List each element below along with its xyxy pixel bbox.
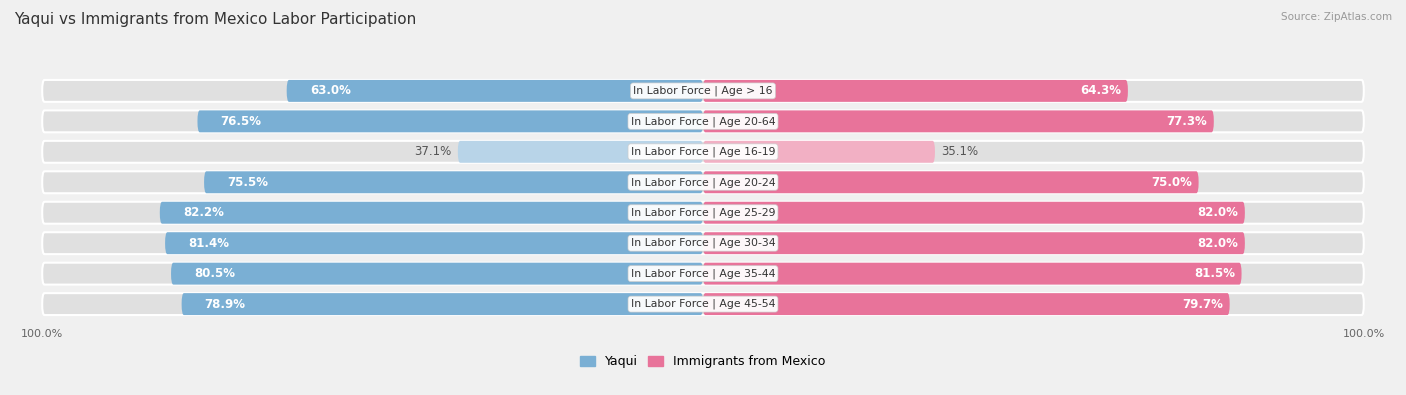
FancyBboxPatch shape bbox=[197, 110, 703, 132]
FancyBboxPatch shape bbox=[165, 232, 703, 254]
FancyBboxPatch shape bbox=[42, 293, 1364, 315]
FancyBboxPatch shape bbox=[703, 202, 1244, 224]
FancyBboxPatch shape bbox=[703, 232, 1244, 254]
Text: In Labor Force | Age 20-24: In Labor Force | Age 20-24 bbox=[631, 177, 775, 188]
Text: 80.5%: 80.5% bbox=[194, 267, 235, 280]
Text: In Labor Force | Age 30-34: In Labor Force | Age 30-34 bbox=[631, 238, 775, 248]
FancyBboxPatch shape bbox=[703, 141, 935, 163]
Text: 76.5%: 76.5% bbox=[221, 115, 262, 128]
Text: 82.0%: 82.0% bbox=[1198, 237, 1239, 250]
Text: 81.5%: 81.5% bbox=[1194, 267, 1234, 280]
Text: 63.0%: 63.0% bbox=[309, 85, 350, 98]
FancyBboxPatch shape bbox=[181, 293, 703, 315]
Text: 64.3%: 64.3% bbox=[1080, 85, 1122, 98]
Text: 35.1%: 35.1% bbox=[942, 145, 979, 158]
FancyBboxPatch shape bbox=[42, 110, 1364, 132]
Text: 82.0%: 82.0% bbox=[1198, 206, 1239, 219]
Text: 75.5%: 75.5% bbox=[228, 176, 269, 189]
FancyBboxPatch shape bbox=[42, 171, 1364, 193]
FancyBboxPatch shape bbox=[42, 141, 1364, 163]
Text: In Labor Force | Age 16-19: In Labor Force | Age 16-19 bbox=[631, 147, 775, 157]
Text: In Labor Force | Age 25-29: In Labor Force | Age 25-29 bbox=[631, 207, 775, 218]
Text: 75.0%: 75.0% bbox=[1152, 176, 1192, 189]
FancyBboxPatch shape bbox=[458, 141, 703, 163]
Text: Source: ZipAtlas.com: Source: ZipAtlas.com bbox=[1281, 12, 1392, 22]
Text: 77.3%: 77.3% bbox=[1167, 115, 1208, 128]
Legend: Yaqui, Immigrants from Mexico: Yaqui, Immigrants from Mexico bbox=[575, 350, 831, 373]
Text: 79.7%: 79.7% bbox=[1182, 297, 1223, 310]
Text: 81.4%: 81.4% bbox=[188, 237, 229, 250]
FancyBboxPatch shape bbox=[42, 80, 1364, 102]
FancyBboxPatch shape bbox=[42, 232, 1364, 254]
FancyBboxPatch shape bbox=[204, 171, 703, 193]
FancyBboxPatch shape bbox=[42, 202, 1364, 224]
Text: In Labor Force | Age 35-44: In Labor Force | Age 35-44 bbox=[631, 268, 775, 279]
Text: Yaqui vs Immigrants from Mexico Labor Participation: Yaqui vs Immigrants from Mexico Labor Pa… bbox=[14, 12, 416, 27]
Text: In Labor Force | Age > 16: In Labor Force | Age > 16 bbox=[633, 86, 773, 96]
FancyBboxPatch shape bbox=[287, 80, 703, 102]
FancyBboxPatch shape bbox=[703, 293, 1230, 315]
FancyBboxPatch shape bbox=[172, 263, 703, 285]
FancyBboxPatch shape bbox=[42, 263, 1364, 285]
Text: 82.2%: 82.2% bbox=[183, 206, 224, 219]
FancyBboxPatch shape bbox=[160, 202, 703, 224]
FancyBboxPatch shape bbox=[703, 263, 1241, 285]
Text: In Labor Force | Age 20-64: In Labor Force | Age 20-64 bbox=[631, 116, 775, 127]
FancyBboxPatch shape bbox=[703, 80, 1128, 102]
Text: In Labor Force | Age 45-54: In Labor Force | Age 45-54 bbox=[631, 299, 775, 309]
Text: 78.9%: 78.9% bbox=[205, 297, 246, 310]
FancyBboxPatch shape bbox=[703, 110, 1213, 132]
Text: 37.1%: 37.1% bbox=[413, 145, 451, 158]
FancyBboxPatch shape bbox=[703, 171, 1198, 193]
